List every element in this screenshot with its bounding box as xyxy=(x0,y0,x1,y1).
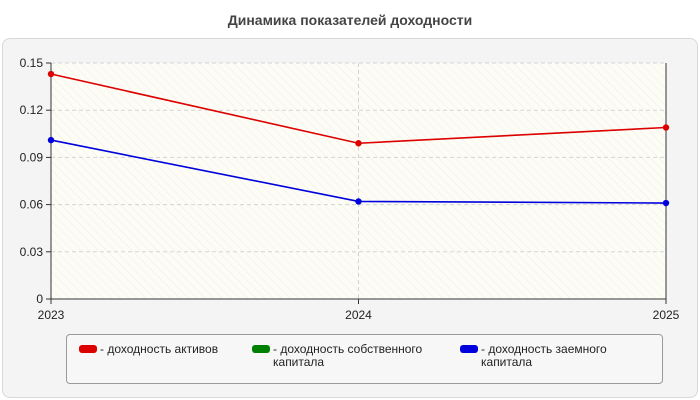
y-tick-label: 0.12 xyxy=(20,103,44,117)
series-point-0 xyxy=(47,70,55,78)
x-tick-label: 2025 xyxy=(653,308,680,322)
y-tick-label: 0.09 xyxy=(20,150,44,164)
series-point-2 xyxy=(662,199,670,207)
legend-label-assets: - доходность активов xyxy=(100,342,219,356)
legend-item-debt: - доходность заемного капитала xyxy=(460,343,641,369)
chart-title: Динамика показателей доходности xyxy=(227,12,473,28)
legend-label-equity: - доходность собственного капитала xyxy=(273,342,423,369)
y-tick-label: 0.03 xyxy=(20,245,44,259)
series-point-2 xyxy=(47,136,55,144)
legend-swatch-debt xyxy=(460,345,478,353)
legend-item-assets: - доходность активов xyxy=(79,343,260,356)
x-tick-label: 2024 xyxy=(345,308,372,322)
y-tick-label: 0.06 xyxy=(20,198,44,212)
y-tick-label: 0.15 xyxy=(20,56,44,70)
legend-label-debt: - доходность заемного капитала xyxy=(481,342,607,369)
series-point-0 xyxy=(355,140,362,147)
legend-item-equity: - доходность собственного капитала xyxy=(252,343,433,369)
series-point-0 xyxy=(662,124,670,131)
legend-swatch-equity xyxy=(252,345,270,353)
legend-swatch-assets xyxy=(79,345,97,353)
legend: - доходность активов - доходность собств… xyxy=(66,334,663,384)
y-tick-label: 0 xyxy=(36,292,43,306)
x-tick-label: 2023 xyxy=(38,308,65,322)
series-point-2 xyxy=(355,198,362,205)
